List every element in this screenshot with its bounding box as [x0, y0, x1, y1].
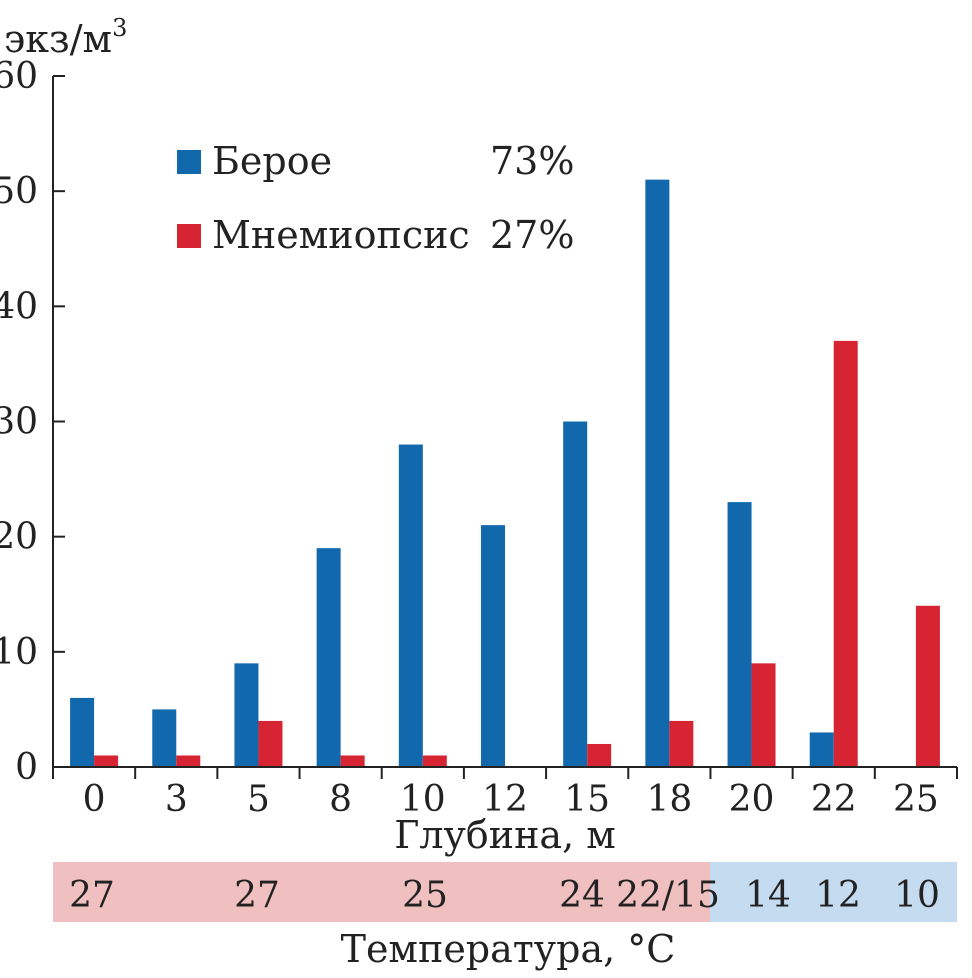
y-tick-label-4: 40 — [0, 286, 38, 327]
temperature-label-25: 25 — [402, 875, 448, 916]
legend-label-beroe: Бероe — [212, 139, 332, 183]
x-tick-label-2: 5 — [247, 779, 270, 820]
x-tick-label-7: 18 — [646, 779, 692, 820]
x-tick-label-4: 10 — [400, 779, 446, 820]
y-axis-title-unit: экз/м — [4, 17, 112, 61]
y-tick-label-3: 30 — [0, 402, 38, 443]
x-tick-label-1: 3 — [165, 779, 188, 820]
bar-beroe-depth-5 — [234, 663, 259, 767]
legend-percent-mnemiopsis: 27% — [490, 213, 574, 257]
bar-mnemiopsis-depth-3 — [176, 755, 201, 767]
bar-beroe-depth-15 — [563, 421, 588, 767]
temperature-band-warm — [53, 862, 710, 922]
x-axis-title: Глубина, м — [394, 813, 616, 857]
bar-beroe-depth-18 — [645, 179, 670, 767]
y-axis-ticks: 0 10 20 30 40 50 60 — [0, 56, 65, 788]
temperature-label-24: 24 — [559, 875, 605, 916]
x-tick-label-8: 20 — [729, 779, 775, 820]
temperature-label-14: 14 — [745, 875, 791, 916]
x-tick-label-3: 8 — [329, 779, 352, 820]
legend-swatch-beroe — [177, 150, 201, 174]
bar-mnemiopsis-depth-25 — [915, 605, 940, 767]
temperature-label-27-b: 27 — [234, 875, 280, 916]
temperature-title: Температура, °C — [341, 927, 676, 971]
bars — [70, 179, 940, 767]
x-tick-label-0: 0 — [83, 779, 106, 820]
temperature-label-27-a: 27 — [69, 875, 115, 916]
temperature-band: 27 27 25 24 22/15 14 12 10 — [53, 862, 957, 922]
bar-mnemiopsis-depth-8 — [340, 755, 365, 767]
legend-swatch-mnemiopsis — [177, 224, 201, 248]
bar-beroe-depth-22 — [809, 732, 834, 767]
bar-mnemiopsis-depth-15 — [587, 743, 612, 767]
x-tick-label-10: 25 — [893, 779, 939, 820]
bar-mnemiopsis-depth-0 — [94, 755, 119, 767]
x-tick-label-9: 22 — [811, 779, 857, 820]
bar-beroe-depth-20 — [727, 502, 752, 767]
x-tick-label-5: 12 — [482, 779, 528, 820]
bar-beroe-depth-3 — [152, 709, 177, 767]
bar-mnemiopsis-depth-18 — [669, 720, 694, 767]
y-axis-title: экз/м3 — [4, 14, 127, 61]
legend: Бероe 73% Мнемиопсис 27% — [177, 139, 574, 257]
bar-beroe-depth-8 — [316, 548, 341, 767]
x-tick-label-6: 15 — [564, 779, 610, 820]
y-tick-label-0: 0 — [15, 747, 38, 788]
bar-mnemiopsis-depth-10 — [422, 755, 447, 767]
temperature-label-22-15: 22/15 — [616, 875, 720, 916]
bar-beroe-depth-10 — [398, 444, 423, 767]
y-tick-label-1: 10 — [0, 632, 38, 673]
bar-beroe-depth-0 — [70, 697, 95, 767]
bar-mnemiopsis-depth-20 — [751, 663, 776, 767]
bar-mnemiopsis-depth-5 — [258, 720, 283, 767]
temperature-label-12: 12 — [815, 875, 861, 916]
y-tick-label-5: 50 — [0, 171, 38, 212]
y-axis-title-superscript: 3 — [112, 14, 127, 42]
bar-mnemiopsis-depth-22 — [833, 340, 858, 767]
temperature-band-cold — [710, 862, 957, 922]
y-tick-label-2: 20 — [0, 517, 38, 558]
bar-beroe-depth-12 — [481, 525, 505, 767]
legend-label-mnemiopsis: Мнемиопсис — [212, 213, 470, 257]
legend-percent-beroe: 73% — [490, 139, 574, 183]
x-axis-ticks: 0 3 5 8 10 12 15 18 20 22 25 — [52, 767, 958, 820]
y-tick-label-6: 60 — [0, 56, 38, 97]
temperature-label-10: 10 — [894, 875, 940, 916]
